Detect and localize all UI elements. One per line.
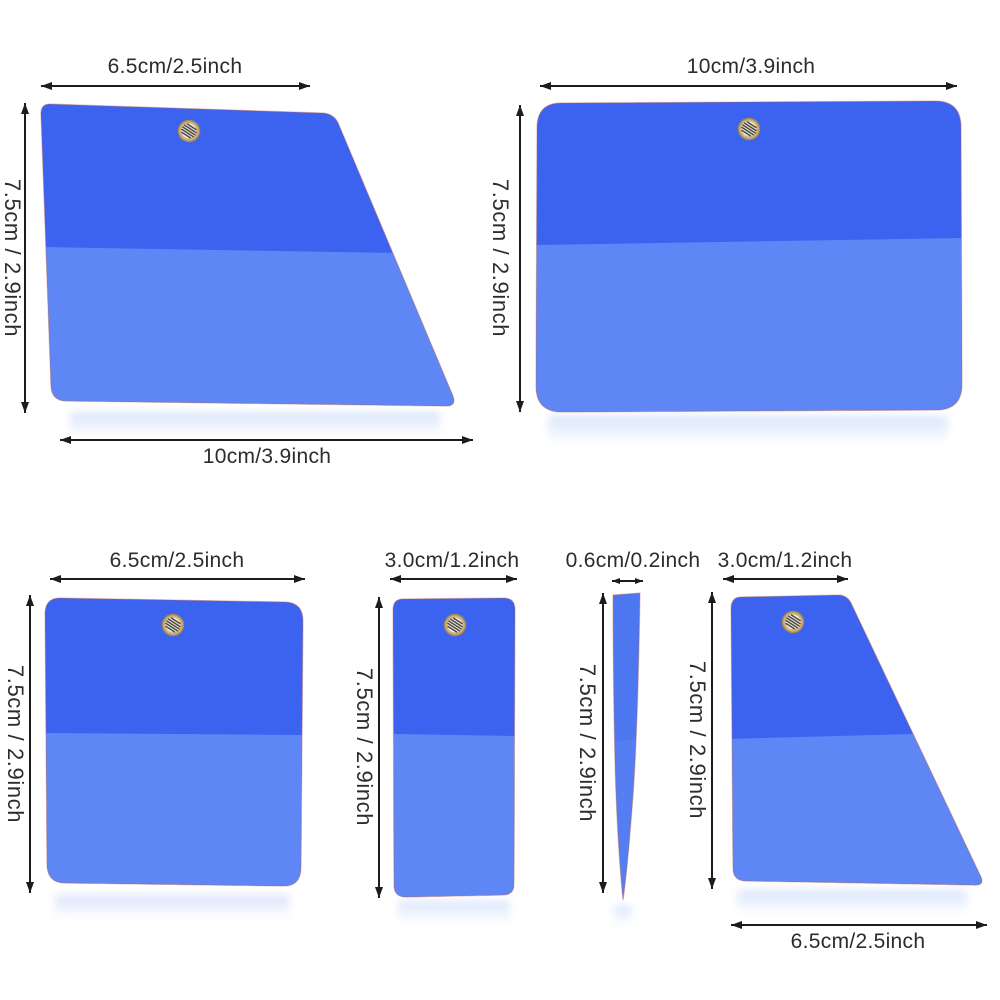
dimension-arrow-bottom-width xyxy=(731,921,987,929)
squeegee-blade-side-profile xyxy=(612,592,641,901)
dimension-label-top-width: 0.6cm/0.2inch xyxy=(565,549,701,572)
dimension-label-bottom-width: 6.5cm/2.5inch xyxy=(790,930,926,953)
dimension-arrow-height xyxy=(26,595,34,893)
reflection xyxy=(614,905,632,925)
squeegee-blade-large-rectangle xyxy=(535,100,963,413)
squeegee-blade-narrow-rectangle xyxy=(392,597,516,898)
rivet-icon xyxy=(443,613,467,637)
squeegee-blade-wide-trapezoid xyxy=(40,103,455,407)
dimension-label-height: 7.5cm / 2.9inch xyxy=(352,667,377,827)
rivet-icon xyxy=(161,613,185,637)
squeegee-blade-square xyxy=(44,597,304,887)
dimension-label-top-width: 10cm/3.9inch xyxy=(686,55,816,78)
dimension-arrow-height xyxy=(375,597,383,898)
dimension-label-height: 7.5cm / 2.9inch xyxy=(488,178,513,338)
dimension-arrow-height xyxy=(516,105,524,412)
dimension-arrow-height xyxy=(21,103,29,413)
reflection xyxy=(55,895,290,919)
dimension-label-height: 7.5cm / 2.9inch xyxy=(575,663,600,823)
dimension-label-top-width: 6.5cm/2.5inch xyxy=(107,55,243,78)
dimension-arrow-height xyxy=(708,592,716,889)
dimension-arrow-top-width xyxy=(723,575,848,583)
dimension-arrow-top-width xyxy=(41,82,310,90)
dimension-label-top-width: 6.5cm/2.5inch xyxy=(109,549,245,572)
reflection xyxy=(548,416,948,444)
reflection xyxy=(398,901,510,923)
dimension-arrow-top-width xyxy=(50,575,305,583)
squeegee-blade-small-trapezoid xyxy=(730,594,983,886)
dimension-label-top-width: 3.0cm/1.2inch xyxy=(384,549,520,572)
dimension-label-top-width: 3.0cm/1.2inch xyxy=(717,549,853,572)
dimension-label-height: 7.5cm / 2.9inch xyxy=(0,178,25,338)
dimension-arrow-top-width xyxy=(612,578,643,584)
reflection xyxy=(70,412,440,438)
dimension-label-height: 7.5cm / 2.9inch xyxy=(685,660,710,820)
dimension-label-height: 7.5cm / 2.9inch xyxy=(3,664,28,824)
rivet-icon xyxy=(177,119,201,143)
rivet-icon xyxy=(737,117,761,141)
dimension-arrow-top-width xyxy=(390,575,517,583)
dimension-arrow-bottom-width xyxy=(60,436,473,444)
dimension-arrow-top-width xyxy=(540,82,957,90)
rivet-icon xyxy=(781,610,805,634)
reflection xyxy=(737,890,967,914)
dimension-label-bottom-width: 10cm/3.9inch xyxy=(202,445,332,468)
dimension-arrow-height xyxy=(599,593,607,893)
